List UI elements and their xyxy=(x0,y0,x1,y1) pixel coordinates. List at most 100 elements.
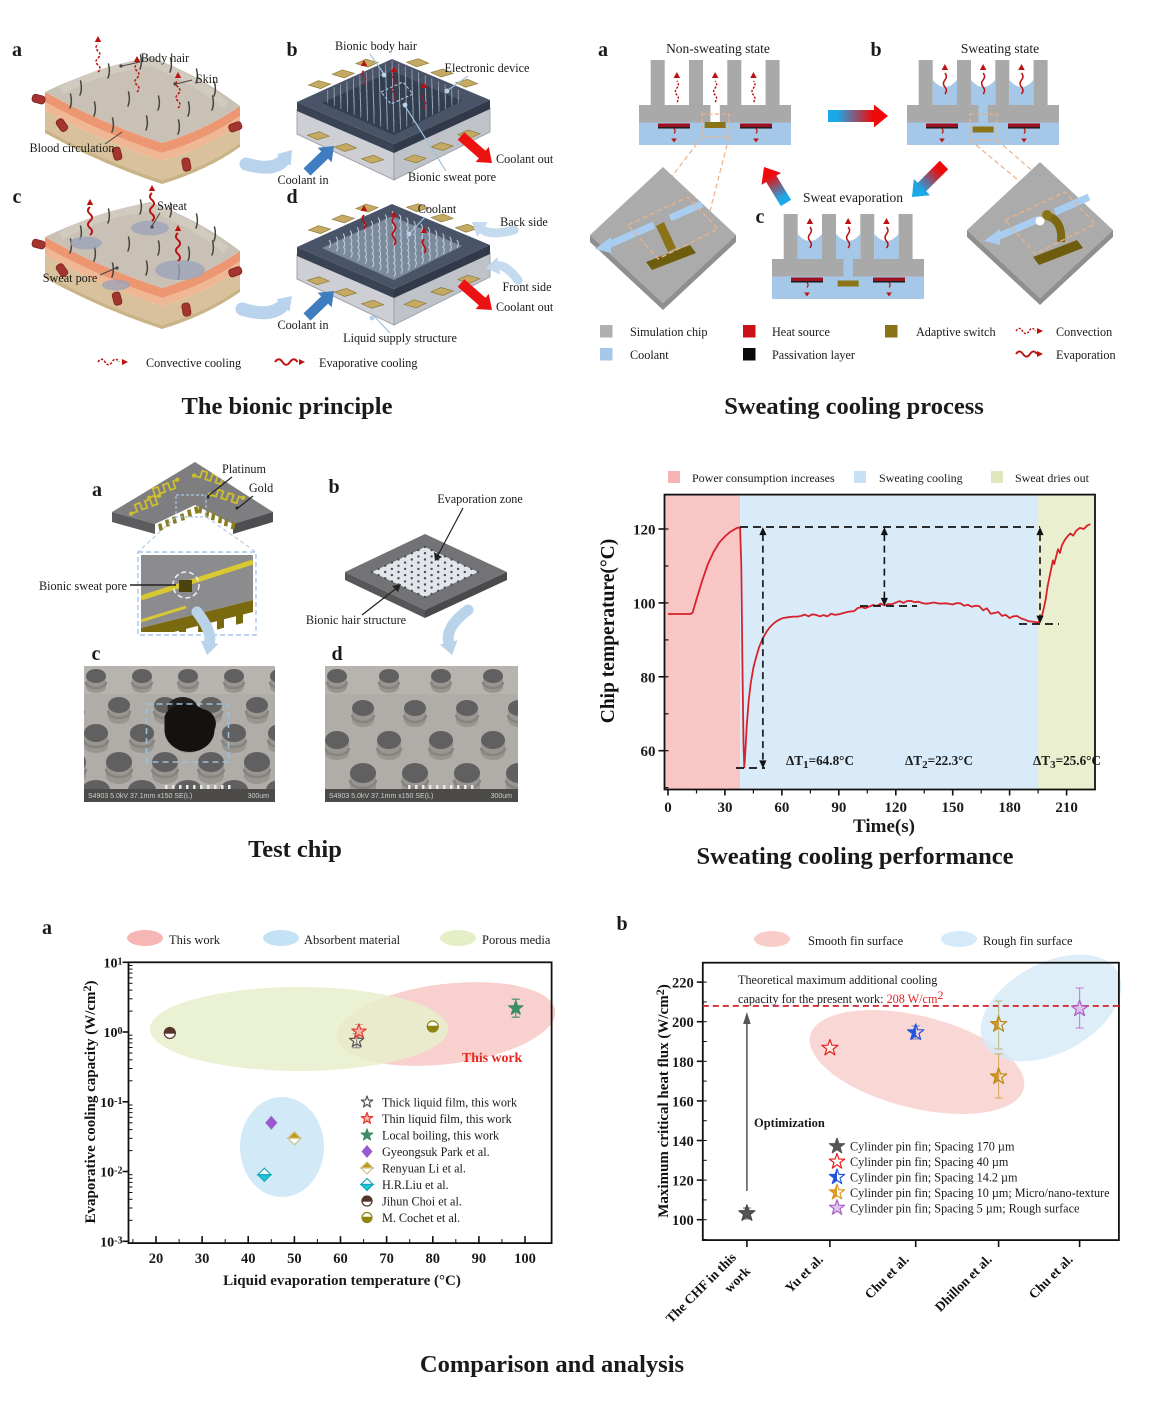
svg-text:Sweating cooling performance: Sweating cooling performance xyxy=(696,843,1013,870)
svg-text:Body hair: Body hair xyxy=(141,51,189,65)
svg-text:Chip temperature(°C): Chip temperature(°C) xyxy=(598,539,619,724)
svg-text:Bionic hair structure: Bionic hair structure xyxy=(306,613,406,627)
svg-text:Thin liquid film, this work: Thin liquid film, this work xyxy=(382,1112,513,1126)
svg-text:Time(s): Time(s) xyxy=(853,816,915,837)
svg-text:a: a xyxy=(42,917,52,939)
svg-text:160: 160 xyxy=(672,1094,694,1110)
svg-text:d: d xyxy=(331,643,342,665)
svg-text:Coolant out: Coolant out xyxy=(496,152,554,166)
svg-text:60: 60 xyxy=(641,744,656,760)
svg-text:a: a xyxy=(92,479,102,501)
svg-text:Liquid evaporation temperature: Liquid evaporation temperature (°C) xyxy=(223,1273,461,1289)
svg-text:Sweat: Sweat xyxy=(157,199,187,213)
svg-text:100: 100 xyxy=(672,1213,694,1229)
svg-text:Bionic body hair: Bionic body hair xyxy=(335,39,417,53)
svg-text:30: 30 xyxy=(717,800,732,816)
svg-text:ΔT3=25.6°C: ΔT3=25.6°C xyxy=(1033,753,1101,771)
svg-text:300um: 300um xyxy=(248,793,270,800)
svg-text:Bionic sweat pore: Bionic sweat pore xyxy=(408,170,496,184)
svg-text:b: b xyxy=(328,476,339,498)
svg-text:Front side: Front side xyxy=(502,280,551,294)
svg-text:Blood circulation: Blood circulation xyxy=(30,141,115,155)
svg-text:Electronic device: Electronic device xyxy=(445,61,530,75)
svg-text:Optimization: Optimization xyxy=(754,1116,825,1130)
svg-text:M. Cochet et al.: M. Cochet et al. xyxy=(382,1211,460,1225)
svg-text:a: a xyxy=(598,39,608,61)
svg-text:ΔT1=64.8°C: ΔT1=64.8°C xyxy=(786,753,854,771)
svg-text:120: 120 xyxy=(885,800,908,816)
svg-text:100: 100 xyxy=(514,1251,536,1267)
svg-text:b: b xyxy=(286,39,297,61)
svg-text:220: 220 xyxy=(672,976,694,992)
svg-text:This work: This work xyxy=(169,933,221,947)
svg-text:Coolant in: Coolant in xyxy=(277,173,328,187)
svg-text:Comparison and analysis: Comparison and analysis xyxy=(420,1351,684,1378)
svg-text:ΔT2=22.3°C: ΔT2=22.3°C xyxy=(905,753,973,771)
svg-text:Simulation chip: Simulation chip xyxy=(630,325,708,339)
svg-text:Thick liquid film, this work: Thick liquid film, this work xyxy=(382,1096,518,1110)
svg-text:Convection: Convection xyxy=(1056,325,1112,339)
svg-text:200: 200 xyxy=(672,1015,694,1031)
svg-text:300um: 300um xyxy=(491,793,513,800)
svg-text:H.R.Liu et al.: H.R.Liu et al. xyxy=(382,1178,449,1192)
svg-text:80: 80 xyxy=(426,1251,441,1267)
svg-text:50: 50 xyxy=(287,1251,302,1267)
svg-text:Theoretical maximum additional: Theoretical maximum additional cooling xyxy=(738,973,937,987)
svg-text:S4903 5.0kV 37.1mm x150 SE(L): S4903 5.0kV 37.1mm x150 SE(L) xyxy=(88,793,192,800)
svg-text:Rough fin surface: Rough fin surface xyxy=(983,934,1073,948)
svg-text:c: c xyxy=(756,206,765,228)
svg-text:Jihun Choi et al.: Jihun Choi et al. xyxy=(382,1195,462,1209)
svg-text:Power consumption increases: Power consumption increases xyxy=(692,471,835,485)
svg-text:40: 40 xyxy=(241,1251,256,1267)
svg-text:Platinum: Platinum xyxy=(222,462,267,476)
svg-text:Cylinder pin fin; Spacing 14.2: Cylinder pin fin; Spacing 14.2 µm xyxy=(850,1171,1018,1185)
svg-text:210: 210 xyxy=(1055,800,1078,816)
svg-text:Maximum critical heat flux (W/: Maximum critical heat flux (W/cm2) xyxy=(653,984,672,1217)
svg-text:Evaporative cooling: Evaporative cooling xyxy=(319,356,417,370)
svg-text:Evaporation zone: Evaporation zone xyxy=(437,492,523,506)
svg-text:Renyuan Li et al.: Renyuan Li et al. xyxy=(382,1162,466,1176)
svg-text:This work: This work xyxy=(462,1050,523,1065)
svg-text:Coolant out: Coolant out xyxy=(496,300,554,314)
svg-text:20: 20 xyxy=(149,1251,164,1267)
svg-text:80: 80 xyxy=(641,670,656,686)
svg-text:Cylinder pin fin; Spacing 40 µ: Cylinder pin fin; Spacing 40 µm xyxy=(850,1155,1009,1169)
svg-text:Evaporation: Evaporation xyxy=(1056,348,1116,362)
svg-text:Sweating cooling: Sweating cooling xyxy=(879,471,963,485)
svg-text:150: 150 xyxy=(941,800,964,816)
svg-text:Gold: Gold xyxy=(249,481,273,495)
svg-text:Porous media: Porous media xyxy=(482,933,551,947)
svg-text:Cylinder pin fin; Spacing 5 µm: Cylinder pin fin; Spacing 5 µm; Rough su… xyxy=(850,1201,1079,1215)
svg-text:0: 0 xyxy=(664,800,672,816)
svg-text:Sweat evaporation: Sweat evaporation xyxy=(803,190,903,205)
svg-text:Local boiling, this work: Local boiling, this work xyxy=(382,1129,500,1143)
svg-text:b: b xyxy=(616,913,627,935)
svg-text:Absorbent material: Absorbent material xyxy=(304,933,401,947)
svg-text:a: a xyxy=(12,39,22,61)
svg-text:60: 60 xyxy=(774,800,789,816)
svg-text:60: 60 xyxy=(333,1251,348,1267)
svg-text:100: 100 xyxy=(633,596,656,612)
svg-text:Sweating cooling process: Sweating cooling process xyxy=(724,393,984,420)
svg-text:140: 140 xyxy=(672,1134,694,1150)
svg-text:Sweat pore: Sweat pore xyxy=(43,271,98,285)
svg-text:Heat source: Heat source xyxy=(772,325,830,339)
svg-text:Cylinder pin fin; Spacing 170: Cylinder pin fin; Spacing 170 µm xyxy=(850,1140,1015,1154)
svg-text:Evaporative cooling capacity (: Evaporative cooling capacity (W/cm2) xyxy=(80,980,99,1223)
svg-text:Coolant in: Coolant in xyxy=(277,318,328,332)
svg-text:Liquid supply structure: Liquid supply structure xyxy=(343,331,457,345)
svg-text:180: 180 xyxy=(998,800,1021,816)
svg-text:capacity for the present work:: capacity for the present work: 208 W/cm2 xyxy=(738,988,943,1006)
svg-text:70: 70 xyxy=(379,1251,394,1267)
svg-text:Sweating state: Sweating state xyxy=(961,41,1039,56)
svg-text:b: b xyxy=(870,39,881,61)
svg-text:180: 180 xyxy=(672,1055,694,1071)
svg-text:Back side: Back side xyxy=(500,215,548,229)
svg-text:S4903 5.0kV 37.1mm x150 SE(L): S4903 5.0kV 37.1mm x150 SE(L) xyxy=(329,793,433,800)
svg-text:Skin: Skin xyxy=(196,72,218,86)
svg-text:Convective cooling: Convective cooling xyxy=(146,356,241,370)
svg-text:120: 120 xyxy=(672,1174,694,1190)
svg-text:Coolant: Coolant xyxy=(630,348,669,362)
svg-text:90: 90 xyxy=(472,1251,487,1267)
svg-text:Cylinder pin fin; Spacing 10 µ: Cylinder pin fin; Spacing 10 µm; Micro/n… xyxy=(850,1186,1110,1200)
